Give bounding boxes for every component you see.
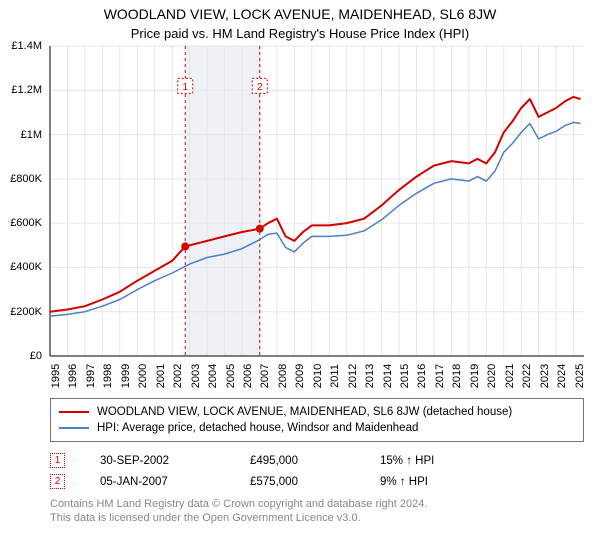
- plot-area: 12 £0£200K£400K£600K£800K£1M£1.2M£1.4M 1…: [50, 46, 584, 356]
- x-tick-label: 2009: [294, 364, 306, 388]
- x-tick-label: 1997: [85, 364, 97, 388]
- svg-text:2: 2: [257, 82, 263, 93]
- x-tick-label: 2004: [207, 364, 219, 388]
- sale-delta: 15% ↑ HPI: [380, 450, 434, 471]
- x-tick-label: 2001: [155, 364, 167, 388]
- sale-marker-icon: 2: [50, 474, 65, 489]
- chart-subtitle: Price paid vs. HM Land Registry's House …: [0, 22, 600, 41]
- x-tick-label: 2017: [434, 364, 446, 388]
- sale-marker-icon: 1: [50, 453, 65, 468]
- y-tick-label: £200K: [10, 306, 42, 318]
- x-tick-label: 2000: [137, 364, 149, 388]
- x-tick-label: 2005: [225, 364, 237, 388]
- x-tick-label: 1996: [67, 364, 79, 388]
- legend-label: HPI: Average price, detached house, Wind…: [97, 420, 418, 436]
- legend-label: WOODLAND VIEW, LOCK AVENUE, MAIDENHEAD, …: [97, 404, 512, 420]
- y-tick-label: £400K: [10, 261, 42, 273]
- x-tick-label: 1999: [120, 364, 132, 388]
- x-tick-label: 2025: [574, 364, 586, 388]
- chart-title: WOODLAND VIEW, LOCK AVENUE, MAIDENHEAD, …: [0, 0, 600, 22]
- x-tick-label: 2015: [399, 364, 411, 388]
- sales-table: 1 30-SEP-2002£495,00015% ↑ HPI 2 05-JAN-200…: [50, 450, 434, 492]
- x-tick-label: 2007: [259, 364, 271, 388]
- legend-row: HPI: Average price, detached house, Wind…: [59, 420, 575, 436]
- y-tick-label: £1M: [21, 129, 42, 141]
- chart-footer: WOODLAND VIEW, LOCK AVENUE, MAIDENHEAD, …: [50, 398, 584, 526]
- x-tick-label: 2006: [242, 364, 254, 388]
- x-tick-label: 2012: [347, 364, 359, 388]
- y-tick-label: £600K: [10, 217, 42, 229]
- x-tick-label: 2008: [277, 364, 289, 388]
- legend-row: WOODLAND VIEW, LOCK AVENUE, MAIDENHEAD, …: [59, 404, 575, 420]
- x-tick-label: 2018: [451, 364, 463, 388]
- sales-row: 2 05-JAN-2007£575,0009% ↑ HPI: [50, 471, 434, 492]
- sale-price: £575,000: [250, 471, 380, 492]
- x-tick-label: 2019: [469, 364, 481, 388]
- x-tick-label: 2020: [486, 364, 498, 388]
- x-tick-label: 2016: [416, 364, 428, 388]
- x-tick-label: 1998: [102, 364, 114, 388]
- x-tick-label: 2013: [364, 364, 376, 388]
- x-tick-label: 2011: [329, 364, 341, 388]
- legend: WOODLAND VIEW, LOCK AVENUE, MAIDENHEAD, …: [50, 398, 584, 442]
- x-tick-label: 2002: [172, 364, 184, 388]
- y-tick-label: £1.2M: [11, 84, 42, 96]
- x-tick-label: 2024: [556, 364, 568, 388]
- x-tick-label: 1995: [50, 364, 62, 388]
- x-tick-label: 2010: [312, 364, 324, 388]
- x-tick-label: 2023: [539, 364, 551, 388]
- sale-date: 05-JAN-2007: [100, 471, 250, 492]
- sale-date: 30-SEP-2002: [100, 450, 250, 471]
- x-tick-label: 2003: [190, 364, 202, 388]
- svg-text:1: 1: [182, 82, 188, 93]
- sale-delta: 9% ↑ HPI: [380, 471, 434, 492]
- x-tick-label: 2014: [382, 364, 394, 388]
- legend-swatch: [59, 411, 89, 413]
- y-tick-label: £0: [30, 350, 42, 362]
- x-tick-label: 2022: [521, 364, 533, 388]
- legend-swatch: [59, 427, 89, 429]
- sales-row: 1 30-SEP-2002£495,00015% ↑ HPI: [50, 450, 434, 471]
- y-tick-label: £1.4M: [11, 40, 42, 52]
- x-tick-label: 2021: [504, 364, 516, 388]
- y-tick-label: £800K: [10, 173, 42, 185]
- sale-price: £495,000: [250, 450, 380, 471]
- license-text: Contains HM Land Registry data © Crown c…: [50, 498, 584, 526]
